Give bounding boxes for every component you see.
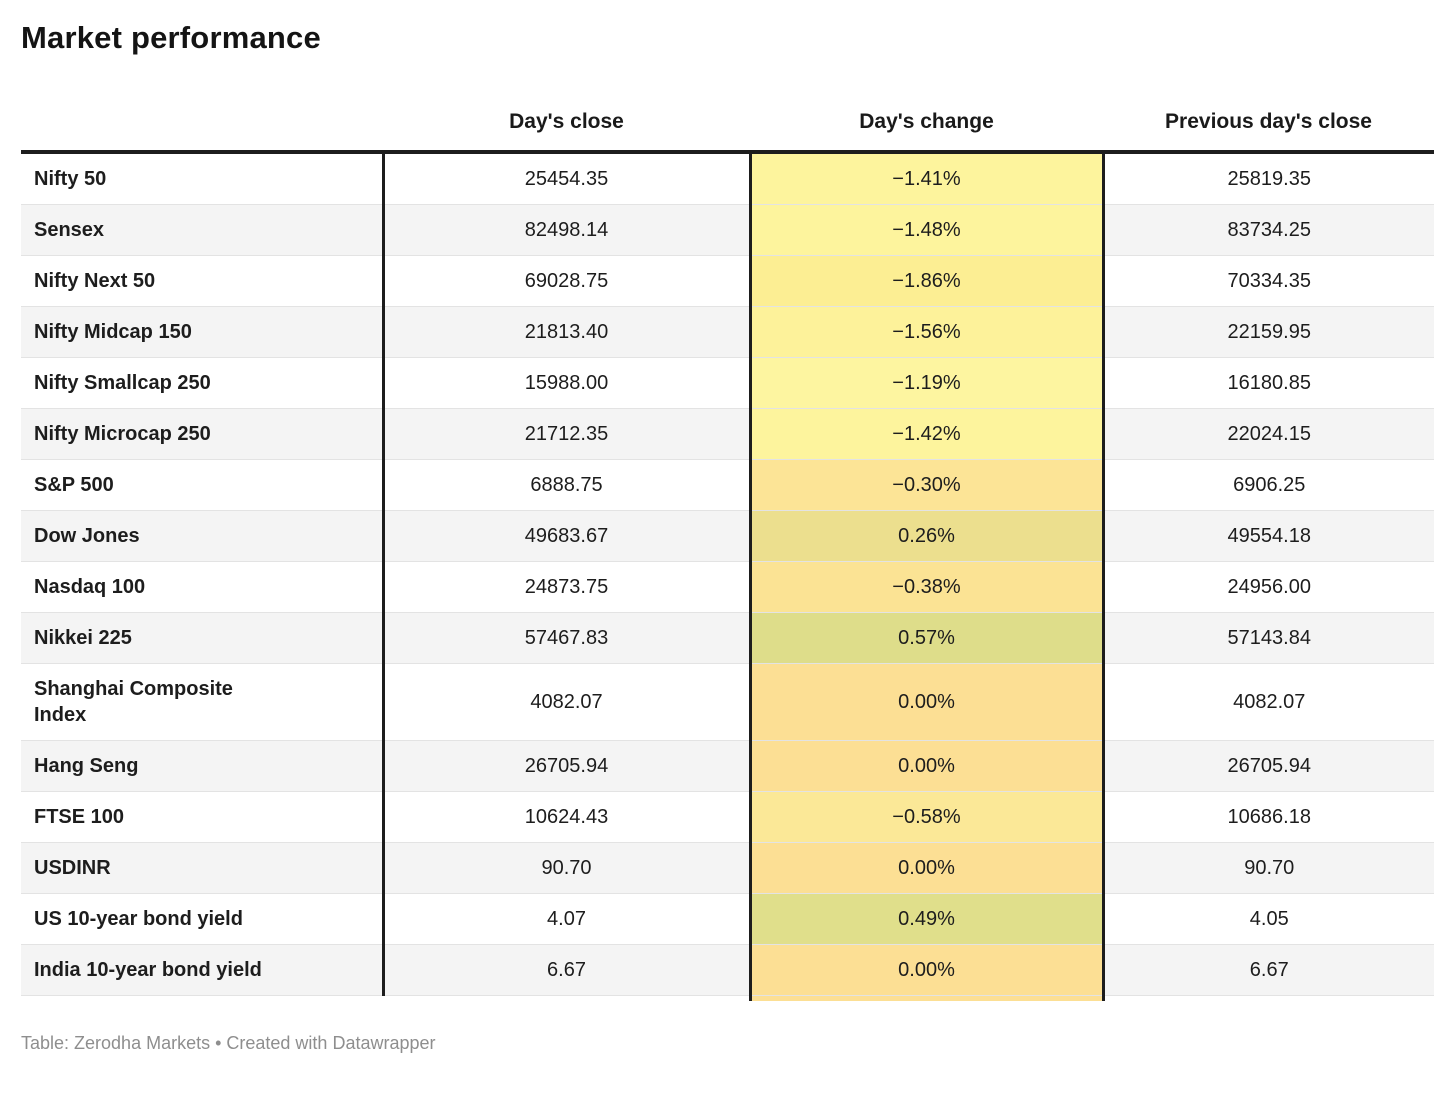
row-label-cell: USDINR [21,841,385,894]
prev-close-cell: 6.67 [1103,943,1434,996]
days-close-cell: 21813.40 [383,305,750,358]
days-close-cell: 6.67 [383,943,750,996]
row-label-cell: Dow Jones [21,509,385,562]
prev-close-cell: 4082.07 [1103,662,1434,741]
row-label-cell: Nifty Midcap 150 [21,305,385,358]
table-row: Sensex 82498.14 −1.48% 83734.25 [21,203,1434,256]
days-close-cell: 21712.35 [383,407,750,460]
table-row: Nifty Smallcap 250 15988.00 −1.19% 16180… [21,356,1434,409]
row-label-cell: India 10-year bond yield [21,943,385,996]
table-row: S&P 500 6888.75 −0.30% 6906.25 [21,458,1434,511]
days-change-cell: 0.00% [748,841,1105,894]
days-change-cell: 0.57% [748,611,1105,664]
table-row: Nifty Microcap 250 21712.35 −1.42% 22024… [21,407,1434,460]
prev-close-cell: 6906.25 [1103,458,1434,511]
table-row: Hang Seng 26705.94 0.00% 26705.94 [21,739,1434,792]
row-label-cell: FTSE 100 [21,790,385,843]
table-row: Nifty Midcap 150 21813.40 −1.56% 22159.9… [21,305,1434,358]
row-label-cell: Nifty 50 [21,151,385,205]
days-close-cell: 6888.75 [383,458,750,511]
prev-close-cell: 90.70 [1103,841,1434,894]
column-header-previous-days-close: Previous day's close [1103,95,1434,154]
table-row: Nifty Next 50 69028.75 −1.86% 70334.35 [21,254,1434,307]
row-label-cell: Shanghai Composite Index [21,662,385,741]
table-row: Nikkei 225 57467.83 0.57% 57143.84 [21,611,1434,664]
row-label-cell: Sensex [21,203,385,256]
days-close-cell: 10624.43 [383,790,750,843]
prev-close-cell: 26705.94 [1103,739,1434,792]
table-row: Nasdaq 100 24873.75 −0.38% 24956.00 [21,560,1434,613]
row-label-cell: Nikkei 225 [21,611,385,664]
attribution: Table: Zerodha Markets • Created with Da… [21,1032,436,1053]
market-performance-table: Day's close Day's change Previous day's … [21,95,1434,1001]
days-change-cell: 0.00% [748,739,1105,792]
table-row: US 10-year bond yield 4.07 0.49% 4.05 [21,892,1434,945]
page-title: Market performance [21,20,321,55]
days-change-cell: −0.58% [748,790,1105,843]
column-header-days-close: Day's close [383,95,750,154]
days-close-cell: 4082.07 [383,662,750,741]
table-header: Day's close Day's change Previous day's … [21,95,1434,154]
prev-close-cell: 24956.00 [1103,560,1434,613]
prev-close-cell: 22024.15 [1103,407,1434,460]
days-close-cell: 82498.14 [383,203,750,256]
prev-close-cell: 83734.25 [1103,203,1434,256]
row-label-cell: US 10-year bond yield [21,892,385,945]
row-label-cell: Nifty Microcap 250 [21,407,385,460]
days-change-cell: 0.00% [748,943,1105,996]
table-row: USDINR 90.70 0.00% 90.70 [21,841,1434,894]
prev-close-cell: 70334.35 [1103,254,1434,307]
table-row: India 10-year bond yield 6.67 0.00% 6.67 [21,943,1434,996]
days-close-cell: 24873.75 [383,560,750,613]
table-bottom-spacer [21,994,1434,1001]
prev-close-cell: 57143.84 [1103,611,1434,664]
days-change-cell: −1.42% [748,407,1105,460]
days-close-cell: 15988.00 [383,356,750,409]
table-row: FTSE 100 10624.43 −0.58% 10686.18 [21,790,1434,843]
days-change-cell: −0.30% [748,458,1105,511]
days-change-cell: −1.19% [748,356,1105,409]
prev-close-cell: 22159.95 [1103,305,1434,358]
days-close-cell: 69028.75 [383,254,750,307]
days-change-cell: 0.49% [748,892,1105,945]
days-change-cell: 0.00% [748,662,1105,741]
prev-close-cell: 4.05 [1103,892,1434,945]
row-label-cell: S&P 500 [21,458,385,511]
table-body: Nifty 50 25454.35 −1.41% 25819.35 Sensex… [21,151,1434,1001]
column-header-days-change: Day's change [750,95,1103,154]
table-row: Dow Jones 49683.67 0.26% 49554.18 [21,509,1434,562]
prev-close-cell: 10686.18 [1103,790,1434,843]
row-label-cell: Nasdaq 100 [21,560,385,613]
row-label-cell: Nifty Smallcap 250 [21,356,385,409]
days-change-cell: −1.56% [748,305,1105,358]
days-close-cell: 90.70 [383,841,750,894]
days-change-cell: −1.41% [748,151,1105,205]
header-row: Day's close Day's change Previous day's … [21,95,1434,154]
prev-close-cell: 16180.85 [1103,356,1434,409]
row-label-cell: Nifty Next 50 [21,254,385,307]
days-close-cell: 26705.94 [383,739,750,792]
days-change-cell: 0.26% [748,509,1105,562]
days-change-cell: −1.86% [748,254,1105,307]
days-change-cell: −1.48% [748,203,1105,256]
table-row: Shanghai Composite Index 4082.07 0.00% 4… [21,662,1434,741]
column-header-empty [21,95,383,154]
table-row: Nifty 50 25454.35 −1.41% 25819.35 [21,151,1434,205]
days-close-cell: 25454.35 [383,151,750,205]
days-close-cell: 49683.67 [383,509,750,562]
prev-close-cell: 25819.35 [1103,151,1434,205]
prev-close-cell: 49554.18 [1103,509,1434,562]
days-close-cell: 4.07 [383,892,750,945]
row-label-cell: Hang Seng [21,739,385,792]
days-change-cell: −0.38% [748,560,1105,613]
days-close-cell: 57467.83 [383,611,750,664]
